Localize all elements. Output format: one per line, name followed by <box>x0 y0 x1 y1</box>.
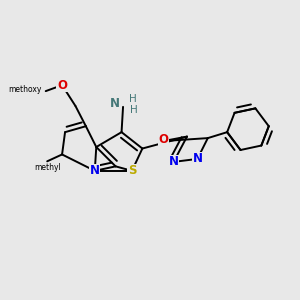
Text: O: O <box>158 133 168 146</box>
Text: methoxy: methoxy <box>8 85 41 94</box>
Text: H: H <box>129 94 137 104</box>
Text: H: H <box>130 105 138 115</box>
Text: S: S <box>128 164 136 177</box>
Text: methyl: methyl <box>34 163 61 172</box>
Text: N: N <box>110 98 120 110</box>
Text: O: O <box>57 79 67 92</box>
Text: N: N <box>90 164 100 177</box>
Text: N: N <box>192 152 203 165</box>
Text: N: N <box>169 155 178 168</box>
